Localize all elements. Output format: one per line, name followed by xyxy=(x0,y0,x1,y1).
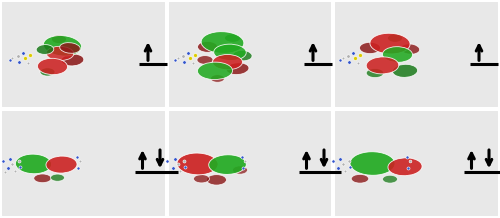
Ellipse shape xyxy=(201,32,244,53)
Ellipse shape xyxy=(224,34,240,42)
Ellipse shape xyxy=(382,175,398,183)
Bar xyxy=(334,1,498,108)
Ellipse shape xyxy=(52,35,66,44)
Ellipse shape xyxy=(46,46,74,60)
Ellipse shape xyxy=(350,152,395,175)
Ellipse shape xyxy=(366,68,384,78)
Ellipse shape xyxy=(197,56,213,64)
Ellipse shape xyxy=(210,75,224,82)
Ellipse shape xyxy=(44,36,82,56)
Ellipse shape xyxy=(16,154,52,174)
Ellipse shape xyxy=(198,41,218,52)
Ellipse shape xyxy=(206,175,227,185)
Ellipse shape xyxy=(212,54,242,70)
Ellipse shape xyxy=(226,63,249,75)
Ellipse shape xyxy=(233,50,252,61)
Ellipse shape xyxy=(38,58,68,75)
Ellipse shape xyxy=(177,153,218,175)
Ellipse shape xyxy=(214,44,246,60)
Ellipse shape xyxy=(60,43,80,53)
Ellipse shape xyxy=(208,155,246,174)
Ellipse shape xyxy=(50,174,64,181)
Ellipse shape xyxy=(392,64,417,77)
Bar xyxy=(168,1,332,108)
Ellipse shape xyxy=(34,174,52,183)
Ellipse shape xyxy=(388,158,422,176)
Ellipse shape xyxy=(351,174,369,183)
Bar xyxy=(334,110,498,217)
Ellipse shape xyxy=(360,42,380,54)
Bar xyxy=(1,110,166,217)
Ellipse shape xyxy=(366,57,399,74)
Bar xyxy=(1,1,166,108)
Ellipse shape xyxy=(40,68,55,76)
Ellipse shape xyxy=(46,156,77,173)
Ellipse shape xyxy=(400,44,419,54)
Ellipse shape xyxy=(36,45,54,54)
Ellipse shape xyxy=(61,54,84,66)
Ellipse shape xyxy=(232,166,248,174)
Ellipse shape xyxy=(388,34,402,42)
Ellipse shape xyxy=(370,33,410,54)
Ellipse shape xyxy=(382,47,412,62)
Ellipse shape xyxy=(198,62,232,80)
Bar xyxy=(168,110,332,217)
Ellipse shape xyxy=(194,175,210,183)
